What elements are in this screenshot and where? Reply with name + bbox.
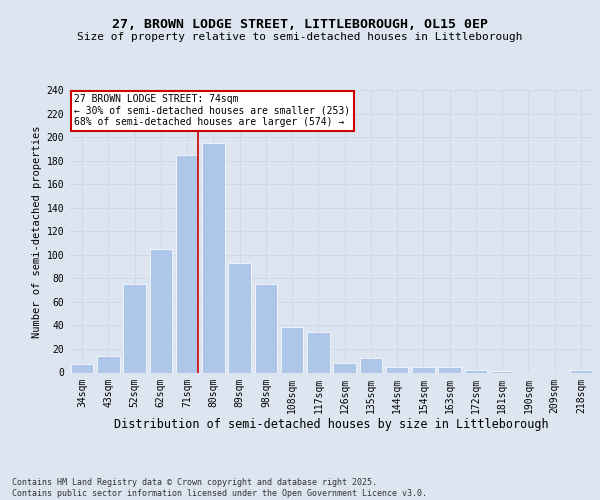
Bar (570, 370, 592, 372)
Bar (71, 364, 93, 372)
Bar (439, 366, 461, 372)
Bar (202, 143, 224, 372)
Text: 27 BROWN LODGE STREET: 74sqm
← 30% of semi-detached houses are smaller (253)
68%: 27 BROWN LODGE STREET: 74sqm ← 30% of se… (74, 94, 350, 128)
Bar (124, 284, 146, 372)
Bar (281, 326, 303, 372)
Text: Size of property relative to semi-detached houses in Littleborough: Size of property relative to semi-detach… (77, 32, 523, 42)
Bar (412, 366, 434, 372)
Bar (307, 332, 329, 372)
Bar (255, 284, 277, 372)
Bar (229, 263, 251, 372)
Bar (386, 366, 408, 372)
Bar (360, 358, 382, 372)
Bar (97, 356, 119, 372)
Text: 27, BROWN LODGE STREET, LITTLEBOROUGH, OL15 0EP: 27, BROWN LODGE STREET, LITTLEBOROUGH, O… (112, 18, 488, 30)
X-axis label: Distribution of semi-detached houses by size in Littleborough: Distribution of semi-detached houses by … (114, 418, 549, 431)
Text: Contains HM Land Registry data © Crown copyright and database right 2025.
Contai: Contains HM Land Registry data © Crown c… (12, 478, 427, 498)
Y-axis label: Number of semi-detached properties: Number of semi-detached properties (32, 125, 43, 338)
Bar (176, 154, 198, 372)
Bar (465, 370, 487, 372)
Bar (150, 249, 172, 372)
Bar (334, 363, 356, 372)
